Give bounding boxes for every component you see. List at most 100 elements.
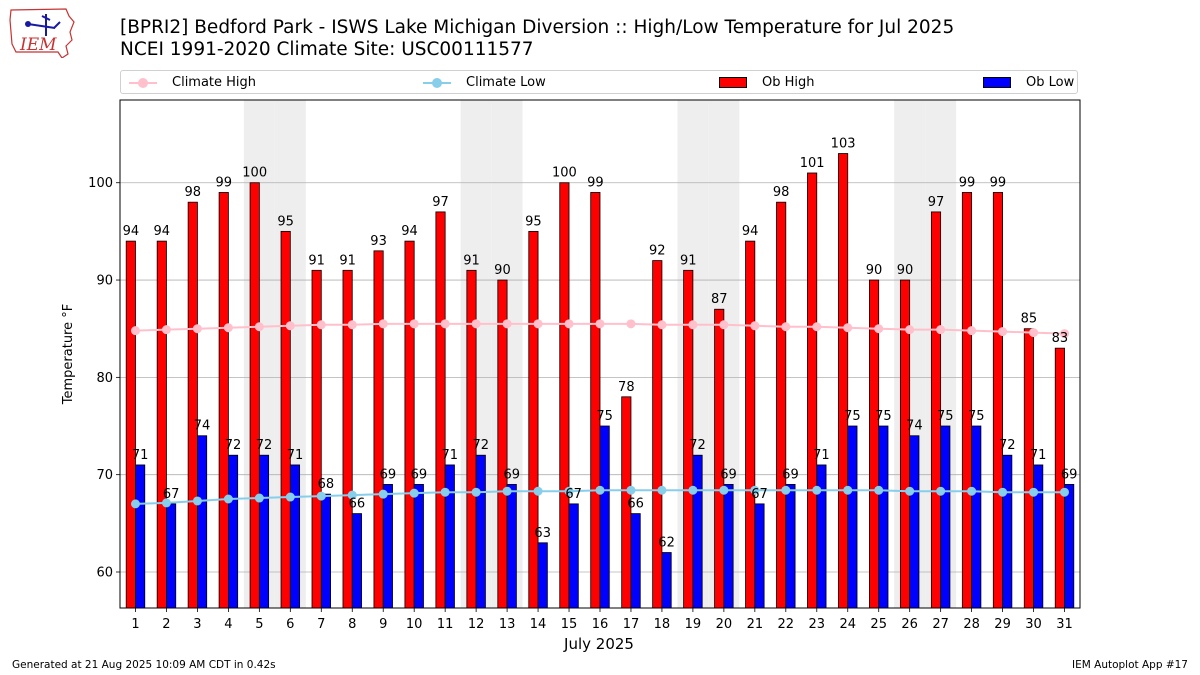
ob-low-value-label: 72: [689, 438, 706, 453]
ob-low-value-label: 62: [658, 536, 675, 551]
climate-high-point: [595, 319, 605, 329]
ob-low-value-label: 72: [256, 438, 273, 453]
ob-low-bar: [723, 484, 734, 609]
climate-high-point: [1029, 328, 1039, 338]
ob-low-value-label: 69: [720, 467, 737, 482]
climate-low-point: [161, 498, 171, 508]
ob-low-swatch: [983, 77, 1011, 88]
ob-low-value-label: 71: [813, 448, 830, 463]
ob-high-bar: [249, 182, 260, 609]
ob-low-value-label: 75: [875, 409, 892, 424]
y-tick-label: 100: [88, 176, 113, 191]
ob-high-value-label: 99: [587, 175, 604, 190]
climate-low-point: [192, 496, 202, 506]
climate-low-point: [843, 485, 853, 495]
x-tick-label: 31: [1056, 617, 1073, 632]
x-tick-label: 15: [561, 617, 578, 632]
climate-high-point: [874, 324, 884, 334]
chart-legend: Climate High Climate Low Ob High Ob Low: [120, 70, 1078, 94]
ob-high-value-label: 103: [831, 137, 856, 152]
ob-low-value-label: 66: [349, 497, 366, 512]
ob-low-bar: [258, 454, 270, 609]
ob-low-bar: [444, 464, 455, 609]
ob-high-value-label: 90: [866, 263, 883, 278]
ob-low-bar: [135, 464, 146, 609]
x-tick-label: 16: [592, 617, 609, 632]
ob-low-value-label: 67: [565, 487, 582, 502]
ob-high-value-label: 92: [649, 244, 666, 259]
climate-low-point: [936, 486, 946, 496]
ob-high-value-label: 90: [494, 263, 511, 278]
ob-high-bar: [218, 192, 229, 609]
climate-high-marker-icon: [138, 78, 148, 88]
ob-high-value-label: 91: [308, 253, 325, 268]
climate-high-point: [254, 322, 264, 332]
ob-high-bar: [652, 260, 663, 609]
ob-high-value-label: 85: [1021, 312, 1038, 327]
ob-low-bar: [940, 425, 951, 609]
legend-label-climate-low: Climate Low: [466, 75, 546, 90]
ob-high-value-label: 93: [370, 234, 387, 249]
x-tick-label: 25: [870, 617, 887, 632]
ob-high-bar: [961, 192, 973, 609]
ob-low-bar: [289, 464, 301, 609]
ob-high-value-label: 91: [680, 253, 697, 268]
title-line-2: NCEI 1991-2020 Climate Site: USC00111577: [120, 39, 534, 60]
ob-low-bar: [351, 513, 362, 609]
ob-low-value-label: 74: [906, 419, 923, 434]
ob-low-bar: [475, 454, 486, 609]
title-line-1: [BPRI2] Bedford Park - ISWS Lake Michiga…: [120, 17, 955, 38]
climate-high-point: [285, 321, 295, 331]
x-axis-label: July 2025: [563, 635, 634, 653]
ob-low-bar: [878, 425, 889, 609]
x-tick-label: 4: [224, 617, 232, 632]
climate-high-point: [378, 319, 388, 329]
y-tick-label: 80: [96, 371, 113, 386]
ob-low-bar: [971, 425, 982, 609]
climate-low-point: [316, 491, 326, 501]
climate-high-point: [409, 319, 419, 329]
ob-high-value-label: 83: [1052, 331, 1069, 346]
x-tick-label: 28: [963, 617, 980, 632]
x-tick-label: 14: [530, 617, 547, 632]
ob-low-value-label: 69: [411, 467, 428, 482]
ob-high-value-label: 100: [552, 166, 577, 181]
climate-low-point: [564, 486, 574, 496]
x-tick-label: 29: [994, 617, 1011, 632]
climate-low-point: [130, 499, 140, 509]
ob-high-bar: [125, 240, 136, 609]
x-tick-label: 10: [406, 617, 423, 632]
y-axis-label: Temperature °F: [61, 304, 76, 405]
ob-high-value-label: 97: [928, 195, 945, 210]
y-tick-label: 60: [96, 565, 113, 580]
x-tick-label: 3: [193, 617, 201, 632]
ob-low-bar: [599, 425, 610, 609]
ob-high-value-label: 87: [711, 292, 728, 307]
climate-high-point: [998, 327, 1008, 337]
ob-low-bar: [1064, 484, 1075, 609]
ob-low-value-label: 74: [194, 419, 211, 434]
climate-high-point: [750, 321, 760, 331]
ob-low-value-label: 66: [627, 497, 644, 512]
ob-high-bar: [280, 230, 291, 609]
climate-low-point: [998, 487, 1008, 497]
climate-high-point: [967, 326, 977, 336]
climate-high-point: [471, 319, 481, 329]
ob-high-value-label: 95: [277, 214, 294, 229]
x-tick-label: 1: [131, 617, 139, 632]
climate-low-point: [378, 489, 388, 499]
climate-low-point: [471, 487, 481, 497]
ob-low-bar: [227, 454, 239, 609]
climate-high-point: [502, 319, 512, 329]
ob-high-bar: [559, 182, 570, 609]
climate-high-point: [719, 320, 729, 330]
climate-high-point: [1060, 329, 1070, 339]
ob-high-bar: [404, 240, 415, 609]
ob-high-bar: [776, 201, 787, 609]
ob-high-value-label: 91: [463, 253, 480, 268]
ob-high-bar: [807, 172, 818, 609]
ob-low-value-label: 71: [442, 448, 459, 463]
ob-high-value-label: 101: [800, 156, 825, 171]
climate-low-point: [905, 486, 915, 496]
